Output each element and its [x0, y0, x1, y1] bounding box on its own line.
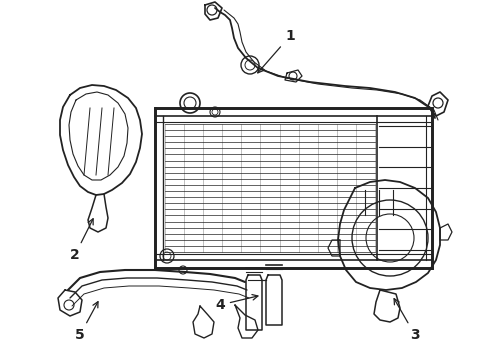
Text: 2: 2	[70, 219, 93, 262]
Text: 1: 1	[258, 29, 295, 73]
Text: 5: 5	[75, 302, 98, 342]
Text: 4: 4	[215, 294, 258, 312]
Text: 3: 3	[394, 298, 420, 342]
